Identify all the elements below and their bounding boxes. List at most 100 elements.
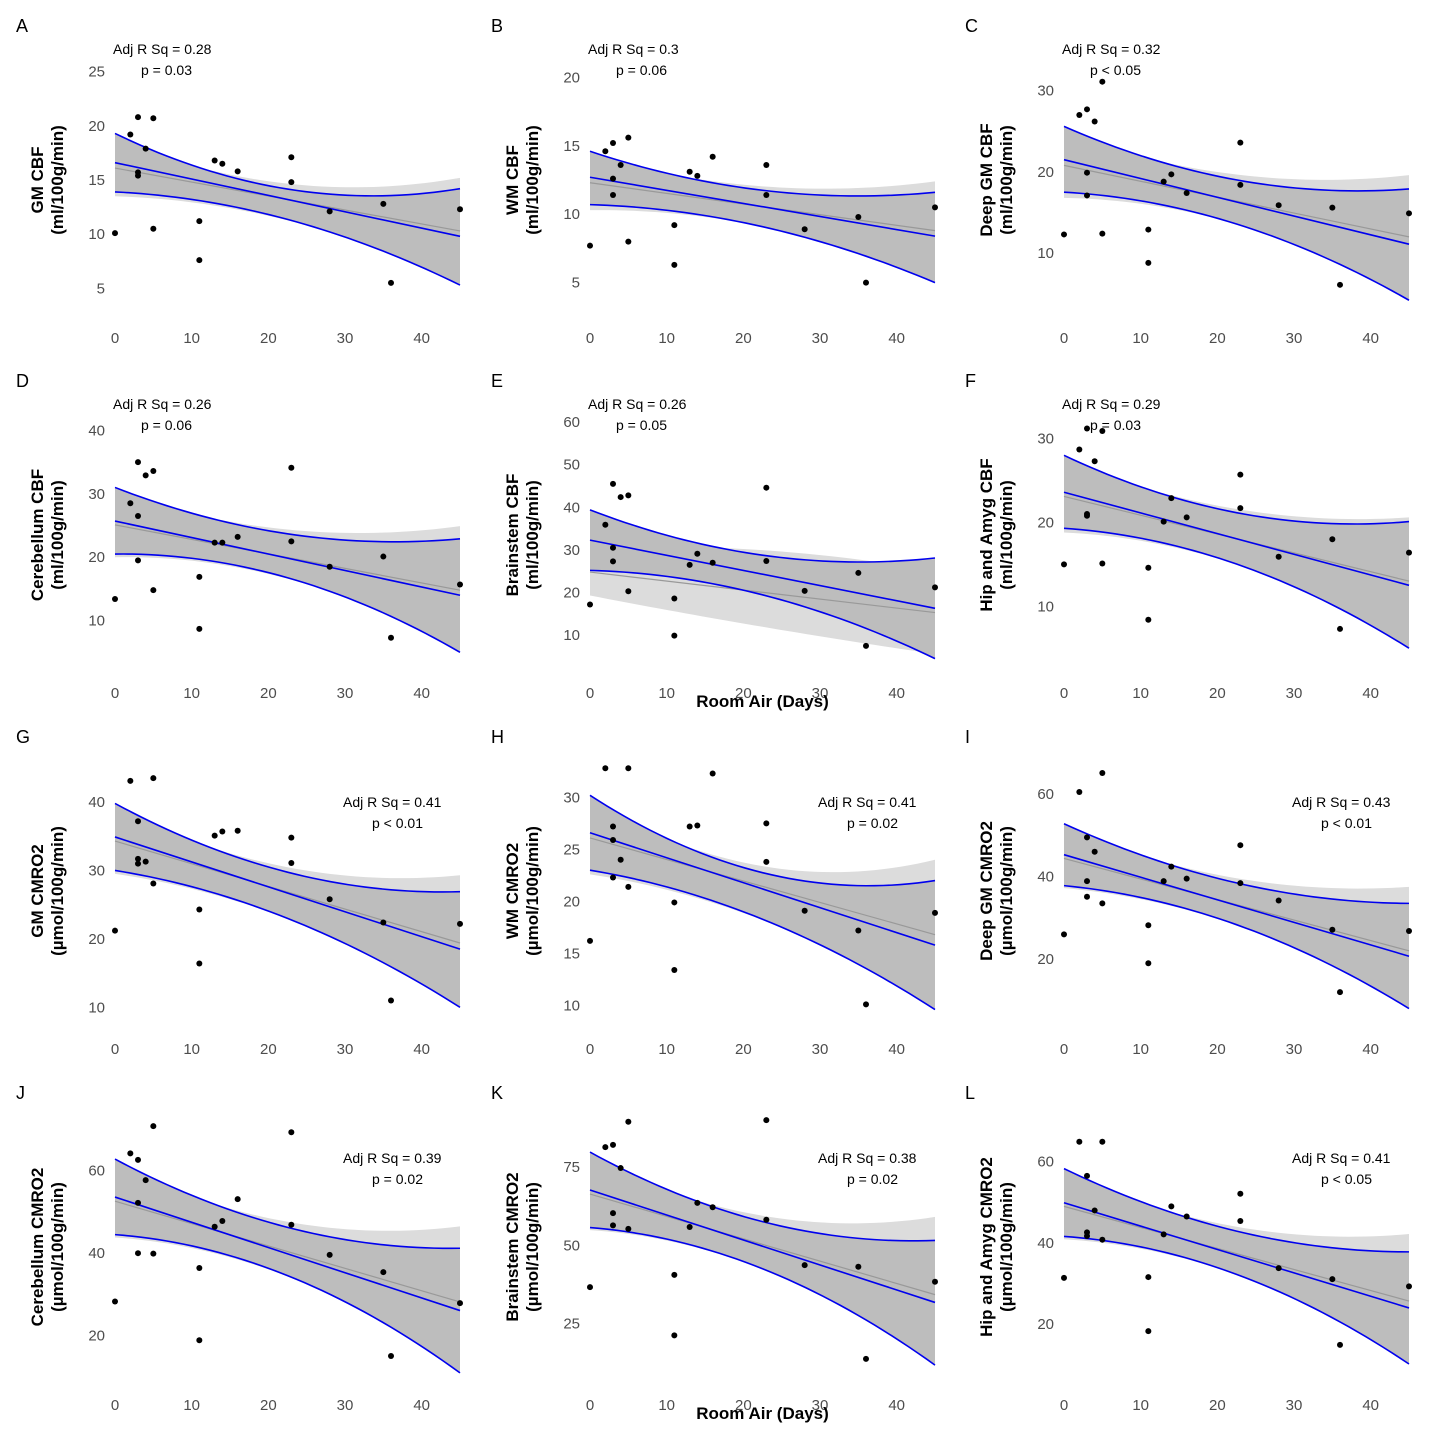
data-point: [1084, 512, 1090, 519]
data-point: [380, 1269, 387, 1276]
data-point: [457, 581, 463, 588]
data-point: [388, 1352, 394, 1359]
fit-line: [589, 539, 936, 610]
x-tick-label: 40: [1362, 685, 1379, 702]
y-tick-label: 60: [563, 414, 580, 431]
y-tick-label: 25: [563, 1316, 580, 1333]
data-point: [135, 114, 141, 121]
y-tick-label: 40: [563, 499, 580, 516]
data-point: [326, 1251, 333, 1258]
data-point: [709, 153, 716, 160]
panel-l: L 0 10 20 30 40 20 40 60 Hip and Amyg CMRO2(µmol/…: [965, 1083, 1412, 1414]
data-point: [1145, 259, 1152, 266]
data-point: [135, 1156, 141, 1163]
y-tick-label: 20: [88, 549, 105, 566]
confidence-band: [590, 1152, 935, 1366]
data-point: [1237, 1190, 1244, 1197]
data-point: [610, 192, 616, 199]
ci-lower-line: [114, 191, 461, 286]
x-tick-label: 0: [586, 1041, 594, 1058]
panel-e: E 0 10 20 30 40 10 20 30 40 50 60 Brainstem CBF(ml/1…: [491, 371, 938, 702]
data-point: [863, 642, 869, 649]
data-point: [763, 192, 770, 199]
adj-r-sq-label: Adj R Sq = 0.3: [588, 41, 679, 57]
y-tick-label: 20: [88, 931, 105, 948]
data-point: [625, 134, 632, 141]
data-point: [932, 909, 938, 916]
data-point: [1091, 458, 1098, 465]
y-tick-label: 20: [88, 1328, 105, 1345]
p-value-label: p = 0.02: [372, 1171, 423, 1187]
data-point: [1237, 505, 1244, 512]
y-tick-label: 10: [88, 613, 105, 630]
confidence-band: [1064, 455, 1409, 649]
x-tick-label: 40: [888, 330, 905, 347]
fit-line: [1063, 853, 1410, 957]
data-point: [1406, 210, 1412, 217]
x-tick-label: 10: [658, 685, 675, 702]
panel-c: C 0 10 20 30 40 10 20 30 Deep GM CBF(ml/100g/min)…: [965, 16, 1412, 347]
ci-lower-line: [114, 869, 461, 1008]
p-value-label: p < 0.01: [1321, 815, 1372, 831]
data-point: [763, 858, 770, 865]
y-tick-label: 10: [563, 627, 580, 644]
confidence-band: [115, 487, 460, 653]
y-tick-label: 15: [563, 945, 580, 962]
y-tick-label: 20: [1037, 1316, 1054, 1333]
data-point: [1061, 561, 1067, 568]
data-point: [457, 920, 463, 927]
data-point: [1329, 204, 1336, 211]
x-tick-label: 20: [260, 330, 277, 347]
x-tick-label: 10: [183, 1041, 200, 1058]
panel-j: J 0 10 20 30 40 20 40 60 Cerebellum CMRO2(µmol/10…: [16, 1083, 463, 1414]
ci-lower-line: [1063, 191, 1410, 301]
data-point: [135, 855, 141, 862]
data-point: [135, 557, 141, 564]
x-tick-label: 10: [1132, 330, 1149, 347]
y-tick-label: 40: [1037, 1235, 1054, 1252]
x-tick-label: 10: [658, 1041, 675, 1058]
gray-fit-line: [1063, 1205, 1410, 1302]
x-tick-label: 20: [735, 685, 752, 702]
data-point: [388, 279, 394, 286]
data-point: [112, 596, 118, 603]
x-tick-label: 20: [735, 330, 752, 347]
data-point: [694, 550, 701, 557]
data-point: [855, 213, 862, 220]
data-point: [1168, 1203, 1175, 1210]
data-point: [196, 1337, 203, 1344]
gray-fit-line: [114, 1200, 461, 1303]
data-point: [610, 480, 616, 487]
data-point: [671, 632, 678, 639]
fit-line: [1063, 491, 1410, 587]
data-point: [135, 818, 141, 825]
x-tick-label: 0: [111, 685, 119, 702]
panel-a: A 0 10 20 30 40 5 10 15 20 25 GM CBF(ml/100g/min) Ad…: [16, 16, 463, 347]
y-axis-label: GM CMRO2(µmol/100g/min): [28, 826, 67, 956]
p-value-label: p = 0.02: [847, 815, 898, 831]
data-point: [863, 279, 869, 286]
x-tick-label: 40: [413, 685, 430, 702]
p-value-label: p = 0.06: [141, 417, 192, 433]
data-point: [1275, 553, 1282, 560]
y-tick-label: 40: [1037, 869, 1054, 886]
adj-r-sq-label: Adj R Sq = 0.43: [1292, 794, 1391, 810]
p-value-label: p = 0.03: [141, 62, 192, 78]
ci-upper-line: [114, 486, 461, 543]
panel-d: D 0 10 20 30 40 10 20 30 40 Cerebellum CBF(ml/100g…: [16, 371, 463, 702]
p-value-label: p = 0.05: [616, 417, 667, 433]
data-point: [1160, 878, 1167, 885]
y-axis-label: Cerebellum CBF(ml/100g/min): [28, 469, 67, 601]
x-tick-label: 0: [1060, 685, 1068, 702]
data-point: [1237, 181, 1244, 188]
x-tick-label: 40: [1362, 330, 1379, 347]
data-point: [457, 1300, 463, 1307]
x-tick-label: 30: [1286, 1041, 1303, 1058]
y-tick-label: 30: [1037, 431, 1054, 448]
data-point: [763, 820, 770, 827]
fit-line: [589, 176, 936, 237]
panel-letter: L: [965, 1083, 975, 1103]
data-point: [932, 1278, 938, 1285]
data-point: [196, 573, 203, 580]
